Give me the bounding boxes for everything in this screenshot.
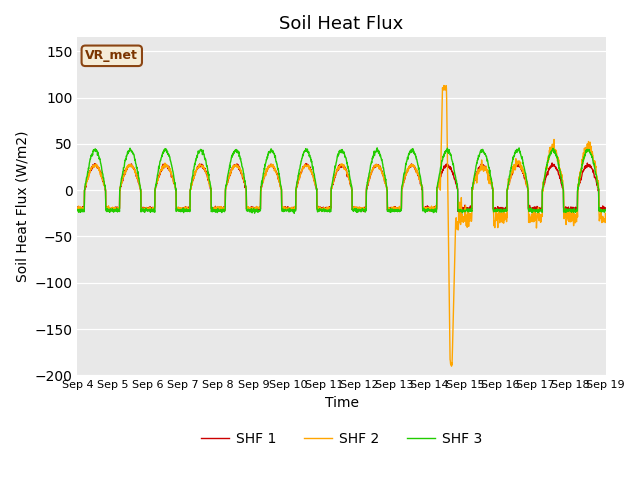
SHF 3 bbox=[369, 155, 376, 161]
SHF 3 bbox=[556, 168, 563, 173]
SHF 1 bbox=[356, 207, 364, 213]
SHF 2 bbox=[368, 168, 376, 173]
Title: Soil Heat Flux: Soil Heat Flux bbox=[280, 15, 404, 33]
SHF 2 bbox=[602, 213, 609, 218]
SHF 1 bbox=[221, 207, 228, 213]
SHF 3 bbox=[221, 208, 228, 214]
Text: VR_met: VR_met bbox=[85, 49, 138, 62]
SHF 3 bbox=[602, 207, 609, 213]
SHF 1 bbox=[556, 172, 563, 178]
SHF 1 bbox=[602, 207, 609, 213]
Legend: SHF 1, SHF 2, SHF 3: SHF 1, SHF 2, SHF 3 bbox=[196, 426, 488, 451]
SHF 3 bbox=[74, 207, 81, 213]
SHF 3 bbox=[495, 207, 503, 213]
SHF 3 bbox=[570, 208, 578, 214]
SHF 2 bbox=[448, 363, 456, 369]
SHF 2 bbox=[495, 213, 503, 219]
Line: SHF 3: SHF 3 bbox=[77, 148, 605, 213]
Line: SHF 1: SHF 1 bbox=[77, 163, 605, 212]
SHF 1 bbox=[495, 206, 503, 212]
SHF 3 bbox=[357, 207, 365, 213]
SHF 2 bbox=[440, 83, 448, 88]
SHF 1 bbox=[570, 205, 578, 211]
SHF 3 bbox=[291, 210, 298, 216]
Y-axis label: Soil Heat Flux (W/m2): Soil Heat Flux (W/m2) bbox=[15, 131, 29, 282]
SHF 3 bbox=[373, 145, 381, 151]
SHF 1 bbox=[74, 204, 81, 210]
SHF 1 bbox=[369, 168, 376, 173]
SHF 2 bbox=[356, 207, 364, 213]
Line: SHF 2: SHF 2 bbox=[77, 85, 605, 366]
X-axis label: Time: Time bbox=[324, 396, 358, 410]
SHF 2 bbox=[570, 213, 578, 218]
SHF 2 bbox=[221, 205, 228, 211]
SHF 1 bbox=[548, 160, 556, 166]
SHF 2 bbox=[74, 206, 81, 212]
SHF 1 bbox=[360, 209, 368, 215]
SHF 2 bbox=[556, 166, 563, 171]
